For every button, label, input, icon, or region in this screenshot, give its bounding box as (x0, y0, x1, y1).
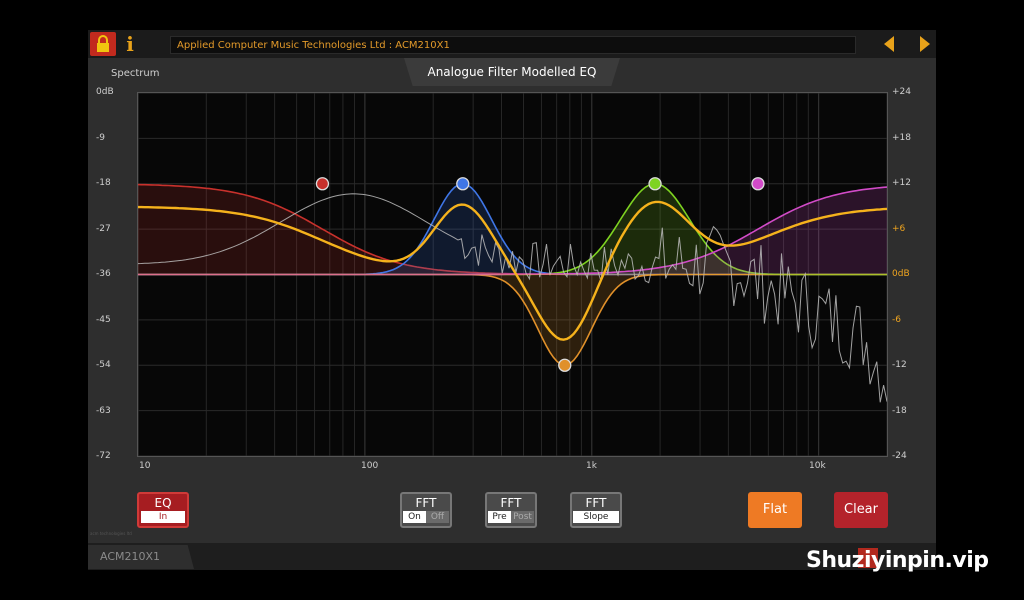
eq-in-button[interactable]: EQ In (137, 492, 189, 528)
flat-button[interactable]: Flat (748, 492, 802, 528)
fft-pre-segment[interactable]: Pre (488, 511, 511, 523)
arrow-right-icon[interactable] (918, 34, 932, 54)
y-left-tick: -27 (96, 224, 111, 234)
y-right-tick: +24 (892, 87, 911, 97)
x-tick: 10 (139, 461, 151, 471)
band-fill (138, 187, 887, 275)
y-left-tick: -63 (96, 406, 111, 416)
tiny-credit: acm technologies ltd (90, 531, 132, 536)
y-left-tick: -45 (96, 315, 111, 325)
fft-off-segment[interactable]: Off (426, 511, 449, 523)
fft-on-off-button[interactable]: FFT On Off (400, 492, 452, 528)
y-right-tick: -18 (892, 406, 907, 416)
fft-prepost-label: FFT (500, 496, 522, 510)
info-icon[interactable]: i (126, 32, 134, 56)
fft-slope-state: Slope (573, 511, 619, 523)
fft-pre-post-button[interactable]: FFT Pre Post (485, 492, 537, 528)
band-handle[interactable] (558, 358, 572, 372)
tab-analogue-eq[interactable]: Analogue Filter Modelled EQ (404, 58, 620, 86)
y-right-tick: -6 (892, 315, 901, 325)
watermark-text: Shuziyinpin.vip (806, 548, 989, 573)
band-fill (138, 183, 887, 275)
y-left-tick: -18 (96, 178, 111, 188)
clear-button[interactable]: Clear (834, 492, 888, 528)
watermark-icon (858, 548, 878, 568)
y-left-tick: -36 (96, 269, 111, 279)
x-tick: 1k (586, 461, 597, 471)
y-right-tick: 0dB (892, 269, 910, 279)
eq-button-state: In (141, 511, 185, 523)
eq-graph-svg[interactable] (137, 92, 888, 457)
lock-icon[interactable] (90, 32, 116, 56)
y-right-tick: +6 (892, 224, 906, 234)
fft-onoff-label: FFT (415, 496, 437, 510)
y-left-tick: -9 (96, 133, 105, 143)
y-left-tick: -72 (96, 451, 111, 461)
fft-slope-label: FFT (585, 496, 607, 510)
combined-eq-curve (138, 200, 888, 341)
band-curve (138, 186, 888, 276)
header-title: Applied Computer Music Technologies Ltd … (170, 36, 856, 54)
eq-graph[interactable] (137, 92, 888, 457)
y-right-tick: -12 (892, 360, 907, 370)
x-tick: 100 (361, 461, 379, 471)
y-right-tick: -24 (892, 451, 907, 461)
band-handle[interactable] (648, 177, 662, 191)
fft-post-segment[interactable]: Post (511, 511, 534, 523)
fft-slope-button[interactable]: FFT Slope (570, 492, 622, 528)
fft-on-segment[interactable]: On (403, 511, 426, 523)
y-left-tick: -54 (96, 360, 111, 370)
x-tick: 10k (809, 461, 826, 471)
band-handle[interactable] (456, 177, 470, 191)
bottom-bar (88, 543, 936, 570)
eq-button-label: EQ (154, 496, 172, 510)
band-fill (138, 183, 887, 275)
spectrum-label: Spectrum (111, 68, 160, 79)
y-right-tick: +12 (892, 178, 911, 188)
band-handle[interactable] (315, 177, 330, 191)
band-handle[interactable] (751, 177, 765, 191)
arrow-left-icon[interactable] (882, 34, 896, 54)
spectrum-curve (137, 193, 888, 403)
y-right-tick: +18 (892, 133, 911, 143)
product-tab[interactable]: ACM210X1 (88, 545, 194, 569)
y-left-tick: 0dB (96, 87, 114, 97)
band-fill (138, 184, 887, 275)
